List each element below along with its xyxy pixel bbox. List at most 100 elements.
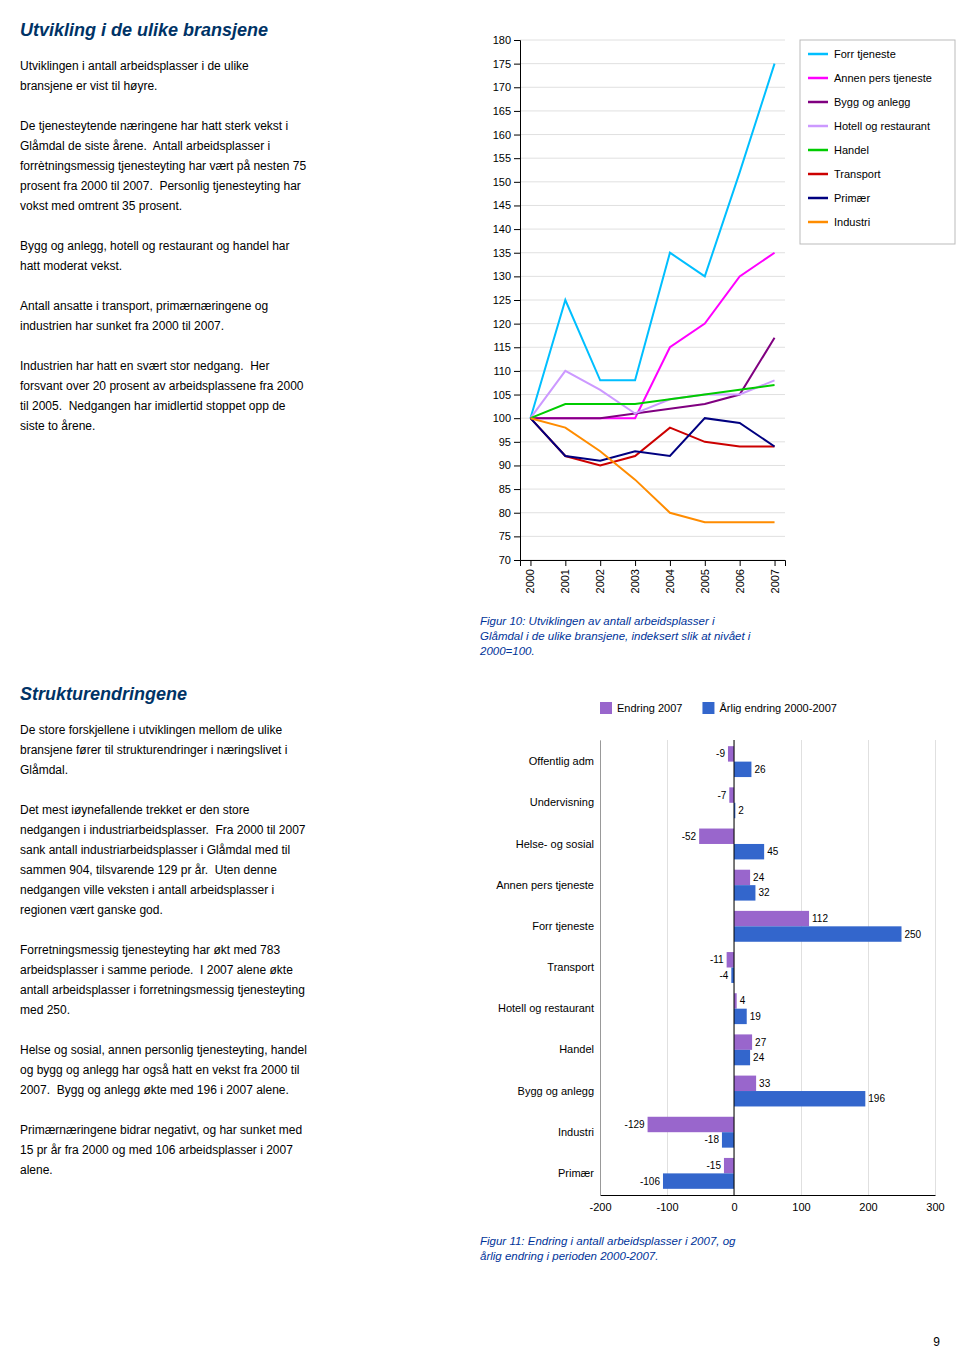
tick-mark [514,300,520,301]
legend-label: Primær [834,192,870,204]
tick: 100 [792,740,810,1213]
tick: 130 [493,270,520,282]
grid-line [520,512,785,513]
tick-mark [935,740,936,1195]
chart-title-line: årlig endring i perioden 2000-2007. [480,1250,658,1262]
tick: 165 [493,105,520,117]
tick: 95 [499,436,520,448]
tick-label: Primær [558,1167,594,1179]
grid-line [520,134,785,135]
data-label: 24 [753,872,765,883]
tick-mark [801,740,802,1195]
tick: Handel [559,1043,600,1055]
tick-label: Transport [547,961,594,973]
data-label: -106 [640,1176,660,1187]
tick: 2004 [664,560,676,593]
legend-label: Bygg og anlegg [834,96,910,108]
tick-mark [734,740,735,1195]
tick: Helse- og sosial [516,837,600,849]
tick: 200 [859,740,877,1213]
tick-mark [705,560,706,566]
data-label: 32 [758,887,770,898]
tick-mark [514,395,520,396]
grid-line [520,323,785,324]
data-labels: -9-7-5224112-1142733-129-152624532250-41… [625,748,922,1186]
data-label: -15 [706,1160,721,1171]
grid-line [520,87,785,88]
tick: 170 [493,81,520,93]
tick-label: Industri [558,1126,594,1138]
body-line: vokst med omtrent 35 prosent. [20,199,182,213]
body-line: Helse og sosial, annen personlig tjenest… [20,1043,307,1057]
tick-mark [600,560,601,566]
text-section: StrukturendringeneDe store forskjellene … [20,684,307,1177]
tick-label: 180 [493,34,511,46]
tick: 75 [499,530,520,542]
body-line: med 250. [20,1003,70,1017]
axis: -200-1000100200300 [589,740,944,1213]
section-heading: Strukturendringene [20,684,187,704]
body-line: hatt moderat vekst. [20,259,122,273]
chart-title-line: 2000=100. [479,645,535,657]
chart-title: Figur 10: Utviklingen av antall arbeidsp… [479,615,751,657]
tick-mark [514,324,520,325]
series-line [530,418,774,461]
tick: 2000 [524,560,536,593]
tick-mark [514,513,520,514]
tick-label: 145 [493,199,511,211]
tick: 140 [493,223,520,235]
grid-line [520,252,785,253]
data-label: -18 [704,1134,719,1145]
axis-line [514,41,521,561]
data-label: -129 [625,1119,645,1130]
legend-label: Forr tjeneste [834,48,896,60]
data-label: 4 [740,995,746,1006]
tick: 100 [493,412,520,424]
tick-mark [514,158,520,159]
data-label: -11 [710,954,724,965]
data-label: 19 [750,1011,762,1022]
tick-label: -100 [656,1201,678,1213]
bar [734,870,750,885]
tick: Bygg og anlegg [518,1085,600,1097]
tick-label: 2004 [664,569,676,593]
bar [648,1117,734,1132]
legend-label: Industri [834,216,870,228]
tick-label: 115 [493,341,511,353]
tick: Forr tjeneste [532,920,600,932]
tick-mark [514,64,520,65]
tick-label: 80 [499,507,511,519]
grid-line [520,40,785,41]
data-label: 112 [812,913,828,924]
body-line: siste to årene. [20,419,95,433]
tick-label: 100 [493,412,511,424]
legend-swatch [702,702,714,714]
tick-label: Hotell og restaurant [498,1002,594,1014]
tick: Offentlig adm [529,755,600,767]
series-line [530,385,774,418]
bar [734,911,809,926]
tick-label: Undervisning [530,796,594,808]
tick-label: 105 [493,389,511,401]
tick: 150 [493,176,520,188]
tick: 70 [499,554,520,566]
tick: 300 [926,740,944,1213]
tick: 160 [493,129,520,141]
tick: 2006 [734,560,746,593]
tick: Hotell og restaurant [498,1002,600,1014]
text-section: Utvikling i de ulike bransjeneUtviklinge… [20,20,306,433]
tick-label: 85 [499,483,511,495]
tick-mark [514,465,520,466]
bar [734,1034,752,1049]
body-line: prosent fra 2000 til 2007. Personlig tje… [20,179,301,193]
tick-mark [565,560,566,566]
grid-line [520,536,785,537]
tick: 2003 [629,560,641,593]
body-line: 15 pr år fra 2000 og med 106 arbeidsplas… [20,1143,293,1157]
legend-swatch [808,173,828,176]
grid-line [520,394,785,395]
body-line: forrètningsmessig tjenesteyting har vært… [20,159,306,173]
tick-label: -200 [589,1201,611,1213]
bar [729,787,734,802]
data-label: 33 [759,1078,771,1089]
